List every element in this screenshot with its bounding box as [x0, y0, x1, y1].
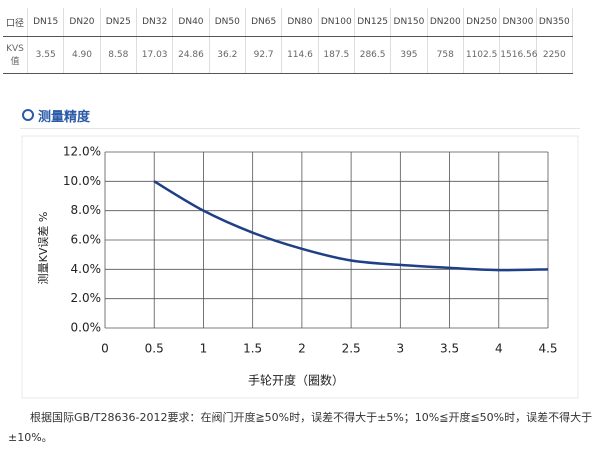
x-tick-label: 0	[101, 342, 109, 356]
table-cell: DN40	[172, 8, 210, 37]
table-cell: DN25	[100, 8, 137, 37]
section-icon	[22, 109, 34, 121]
x-tick-label: 3.5	[440, 342, 459, 356]
table-cell: 286.5	[354, 36, 392, 74]
table-cell: DN250	[463, 8, 501, 37]
table-cell: DN15	[27, 8, 65, 37]
table-cell: DN50	[209, 8, 246, 37]
table-cell: DN100	[318, 8, 355, 37]
table-cell: 2250	[536, 36, 574, 74]
table-cell: 口径	[3, 8, 28, 37]
table-cell: 3.55	[27, 36, 65, 74]
table-cell: 36.2	[209, 36, 246, 74]
table-cell: DN200	[427, 8, 464, 37]
table-cell: 92.7	[245, 36, 283, 74]
note: 根据国际GB/T28636-2012要求：在阀门开度≧50%时，误差不得大于±5…	[8, 411, 593, 444]
section-text: 测量精度	[38, 110, 91, 125]
y-axis-label: 测量KV误差 %	[36, 212, 50, 285]
y-tick-label: 2.0%	[71, 291, 102, 305]
x-tick-label: 3	[397, 342, 405, 356]
table-cell: 8.58	[100, 36, 137, 74]
x-tick-label: 2.5	[342, 342, 361, 356]
table-cell: DN350	[536, 8, 574, 37]
kvs-table: 口径 DN15 DN20 DN25 DN32 DN40 DN50 DN65 DN80 DN100 D…	[3, 8, 574, 74]
header-row: 口径 DN15 DN20 DN25 DN32 DN40 DN50 DN65 DN80 DN100 D…	[3, 8, 574, 37]
y-tick-label: 6.0%	[71, 233, 102, 247]
table-cell: DN125	[354, 8, 392, 37]
table-cell: DN300	[499, 8, 537, 37]
chart-frame	[21, 135, 579, 399]
y-tick-label: 12.0%	[63, 145, 101, 159]
table-cell: 4.90	[63, 36, 101, 74]
table-cell: 758	[427, 36, 464, 74]
table-cell: 1102.5	[463, 36, 501, 74]
x-tick-label: 2	[298, 342, 306, 356]
table-cell: 187.5	[318, 36, 355, 74]
y-tick-label: 10.0%	[63, 174, 101, 188]
table-cell: KVS值	[3, 36, 28, 74]
section-title: 测量精度	[22, 106, 90, 125]
table-cell: DN32	[136, 8, 174, 37]
table-cell: DN80	[281, 8, 319, 37]
table-cell: 17.03	[136, 36, 174, 74]
x-axis-label: 手轮开度（圈数）	[248, 373, 344, 388]
x-tick-label: 4	[495, 342, 503, 356]
table-cell: DN150	[390, 8, 428, 37]
table-cell: DN65	[245, 8, 283, 37]
y-tick-label: 8.0%	[71, 203, 102, 217]
y-tick-label: 0.0%	[71, 321, 102, 335]
table-cell: 1516.56	[499, 36, 537, 74]
x-tick-label: 1.5	[243, 342, 262, 356]
y-tick-label: 4.0%	[71, 262, 102, 276]
data-row: KVS值 3.55 4.90 8.58 17.03 24.86 36.2 92.7 114.6 1…	[3, 36, 574, 74]
x-tick-label: 1	[200, 342, 208, 356]
table-cell: 395	[390, 36, 428, 74]
x-tick-label: 0.5	[145, 342, 164, 356]
chart: 手轮开度（圈数） 测量KV误差 % 0.0%2.0%4.0%6.0%8.0%10…	[21, 135, 579, 399]
x-tick-label: 4.5	[538, 342, 557, 356]
error-curve	[153, 180, 549, 272]
table-cell: 114.6	[281, 36, 319, 74]
table-cell: DN20	[63, 8, 101, 37]
table-cell: 24.86	[172, 36, 210, 74]
divider	[20, 128, 580, 129]
